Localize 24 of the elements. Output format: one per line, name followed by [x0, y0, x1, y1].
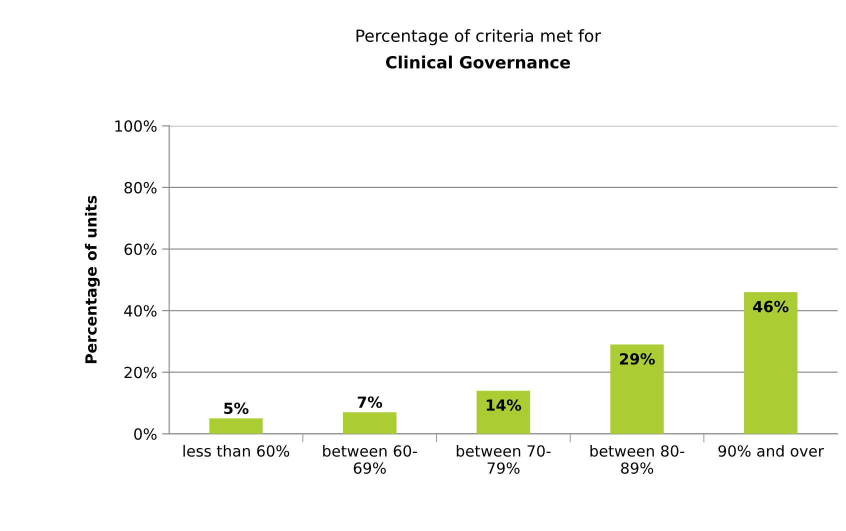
- x-tick-label: less than 60%: [184, 444, 290, 457]
- x-tick-label: between 70-79%: [456, 444, 551, 474]
- x-tick-label: between 80-89%: [590, 444, 684, 474]
- data-label: 7%: [358, 396, 382, 408]
- y-tick-label: 0%: [134, 428, 157, 440]
- bar: [209, 418, 263, 434]
- chart-subtitle: Clinical Governance: [386, 56, 570, 69]
- data-label: 46%: [753, 300, 789, 312]
- y-tick-label: 100%: [115, 120, 157, 132]
- y-axis-title: Percentage of units: [84, 196, 100, 364]
- data-label: 14%: [486, 399, 522, 411]
- bar: [342, 412, 396, 434]
- bar: [476, 390, 530, 434]
- bar: [610, 344, 664, 434]
- y-tick-label: 40%: [124, 305, 157, 317]
- y-tick-label: 60%: [124, 244, 157, 256]
- y-tick-label: 80%: [124, 182, 157, 194]
- data-label: 29%: [620, 353, 655, 365]
- data-label: 5%: [224, 402, 249, 414]
- chart-title: Percentage of criteria met for: [356, 29, 602, 46]
- bar: [744, 292, 798, 434]
- x-tick-label: between 60-69%: [323, 444, 417, 474]
- y-tick-label: 20%: [124, 366, 157, 378]
- x-tick-label: 90% and over: [718, 444, 824, 457]
